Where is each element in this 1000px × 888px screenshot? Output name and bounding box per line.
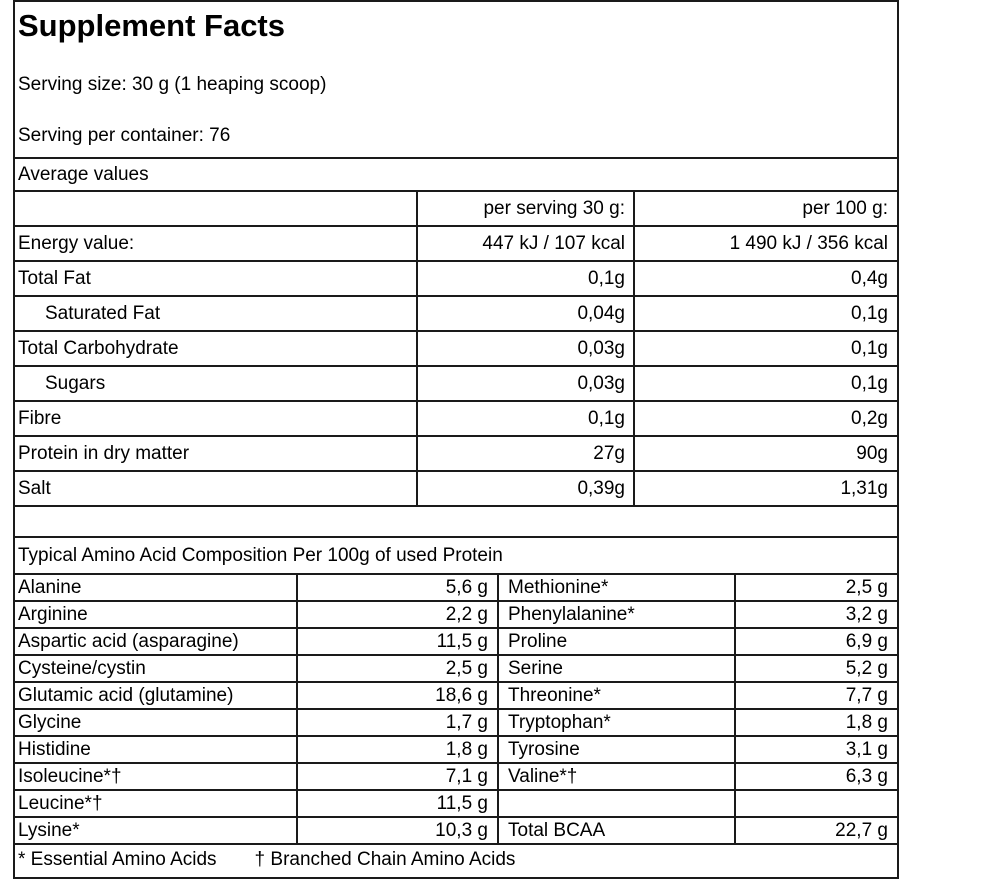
serving-size-text: Serving size: 30 g (1 heaping scoop)	[18, 74, 327, 95]
page-title: Supplement Facts	[18, 8, 285, 43]
average-values-label: Average values	[15, 157, 897, 192]
amino-name: Tyrosine	[497, 736, 735, 764]
amino-value	[734, 790, 897, 818]
section-divider	[15, 507, 897, 538]
table-row-glutamic-threonine: Glutamic acid (glutamine) 18,6 g Threoni…	[15, 682, 897, 710]
nutrient-per-serving: 447 kJ / 107 kcal	[416, 226, 634, 262]
amino-name: Alanine	[15, 575, 297, 602]
amino-name: Serine	[497, 655, 735, 683]
nutrient-per-100g: 1,31g	[633, 471, 897, 507]
amino-name: Threonine*	[497, 682, 735, 710]
amino-value: 11,5 g	[296, 790, 498, 818]
nutrient-name: Saturated Fat	[15, 296, 417, 332]
header-cell-empty	[15, 192, 417, 227]
nutrition-table: per serving 30 g: per 100 g: Energy valu…	[15, 192, 897, 507]
table-row-aspartic-proline: Aspartic acid (asparagine) 11,5 g Prolin…	[15, 628, 897, 656]
amino-name: Glycine	[15, 709, 297, 737]
nutrition-table-header-row: per serving 30 g: per 100 g:	[15, 192, 897, 227]
amino-name: Histidine	[15, 736, 297, 764]
amino-value: 6,3 g	[734, 763, 897, 791]
table-row-total-carbohydrate: Total Carbohydrate 0,03g 0,1g	[15, 331, 897, 367]
amino-value: 3,1 g	[734, 736, 897, 764]
amino-value: 1,7 g	[296, 709, 498, 737]
amino-value: 7,7 g	[734, 682, 897, 710]
table-row-salt: Salt 0,39g 1,31g	[15, 471, 897, 507]
amino-value: 6,9 g	[734, 628, 897, 656]
amino-name: Lysine*	[15, 817, 297, 845]
table-row-saturated-fat: Saturated Fat 0,04g 0,1g	[15, 296, 897, 332]
nutrient-per-serving: 0,03g	[416, 366, 634, 402]
table-row-sugars: Sugars 0,03g 0,1g	[15, 366, 897, 402]
footnotes-row: * Essential Amino Acids † Branched Chain …	[15, 845, 897, 877]
table-row-lysine-total-bcaa: Lysine* 10,3 g Total BCAA 22,7 g	[15, 817, 897, 845]
nutrient-name: Sugars	[15, 366, 417, 402]
nutrient-per-serving: 0,1g	[416, 261, 634, 297]
nutrient-per-serving: 27g	[416, 436, 634, 472]
nutrient-per-serving: 0,03g	[416, 331, 634, 367]
table-row-protein-dry-matter: Protein in dry matter 27g 90g	[15, 436, 897, 472]
nutrient-per-100g: 90g	[633, 436, 897, 472]
nutrient-name: Total Carbohydrate	[15, 331, 417, 367]
table-row-leucine: Leucine*† 11,5 g	[15, 790, 897, 818]
nutrient-per-serving: 0,39g	[416, 471, 634, 507]
table-row-glycine-tryptophan: Glycine 1,7 g Tryptophan* 1,8 g	[15, 709, 897, 737]
amino-value: 1,8 g	[734, 709, 897, 737]
nutrient-per-100g: 0,2g	[633, 401, 897, 437]
amino-name: Aspartic acid (asparagine)	[15, 628, 297, 656]
nutrient-name: Protein in dry matter	[15, 436, 417, 472]
nutrient-per-100g: 0,1g	[633, 296, 897, 332]
table-row-alanine-methionine: Alanine 5,6 g Methionine* 2,5 g	[15, 575, 897, 602]
amino-name: Tryptophan*	[497, 709, 735, 737]
servings-per-container-text: Serving per container: 76	[18, 125, 231, 146]
amino-value: 11,5 g	[296, 628, 498, 656]
amino-value: 2,5 g	[296, 655, 498, 683]
nutrient-name: Salt	[15, 471, 417, 507]
nutrient-name: Fibre	[15, 401, 417, 437]
table-row-cysteine-serine: Cysteine/cystin 2,5 g Serine 5,2 g	[15, 655, 897, 683]
amino-name: Phenylalanine*	[497, 601, 735, 629]
amino-value: 2,5 g	[734, 575, 897, 602]
label-header-section: Supplement Facts Serving size: 30 g (1 h…	[15, 2, 897, 157]
table-row-isoleucine-valine: Isoleucine*† 7,1 g Valine*† 6,3 g	[15, 763, 897, 791]
table-row-energy: Energy value: 447 kJ / 107 kcal 1 490 kJ…	[15, 226, 897, 262]
amino-value: 7,1 g	[296, 763, 498, 791]
amino-value: 22,7 g	[734, 817, 897, 845]
table-row-arginine-phenylalanine: Arginine 2,2 g Phenylalanine* 3,2 g	[15, 601, 897, 629]
amino-name: Cysteine/cystin	[15, 655, 297, 683]
nutrient-per-100g: 0,4g	[633, 261, 897, 297]
amino-name: Total BCAA	[497, 817, 735, 845]
nutrient-per-100g: 1 490 kJ / 356 kcal	[633, 226, 897, 262]
nutrient-per-serving: 0,04g	[416, 296, 634, 332]
table-row-histidine-tyrosine: Histidine 1,8 g Tyrosine 3,1 g	[15, 736, 897, 764]
amino-name: Leucine*†	[15, 790, 297, 818]
amino-value: 2,2 g	[296, 601, 498, 629]
nutrient-per-serving: 0,1g	[416, 401, 634, 437]
table-row-total-fat: Total Fat 0,1g 0,4g	[15, 261, 897, 297]
nutrient-name: Energy value:	[15, 226, 417, 262]
amino-value: 18,6 g	[296, 682, 498, 710]
supplement-facts-label: Supplement Facts Serving size: 30 g (1 h…	[13, 0, 899, 879]
footnote-branched-chain-amino-acids: † Branched Chain Amino Acids	[254, 849, 516, 870]
amino-value: 10,3 g	[296, 817, 498, 845]
amino-section-title: Typical Amino Acid Composition Per 100g …	[15, 538, 897, 575]
table-row-fibre: Fibre 0,1g 0,2g	[15, 401, 897, 437]
nutrient-per-100g: 0,1g	[633, 331, 897, 367]
amino-name	[497, 790, 735, 818]
header-cell-per-serving: per serving 30 g:	[416, 192, 634, 227]
nutrient-per-100g: 0,1g	[633, 366, 897, 402]
header-cell-per-100g: per 100 g:	[633, 192, 897, 227]
amino-name: Glutamic acid (glutamine)	[15, 682, 297, 710]
amino-name: Arginine	[15, 601, 297, 629]
nutrient-name: Total Fat	[15, 261, 417, 297]
amino-name: Valine*†	[497, 763, 735, 791]
amino-value: 3,2 g	[734, 601, 897, 629]
amino-name: Methionine*	[497, 575, 735, 602]
amino-value: 5,6 g	[296, 575, 498, 602]
footnote-essential-amino-acids: * Essential Amino Acids	[18, 849, 217, 870]
amino-name: Isoleucine*†	[15, 763, 297, 791]
amino-acid-table: Alanine 5,6 g Methionine* 2,5 g Arginine…	[15, 575, 897, 845]
amino-value: 5,2 g	[734, 655, 897, 683]
amino-name: Proline	[497, 628, 735, 656]
amino-value: 1,8 g	[296, 736, 498, 764]
